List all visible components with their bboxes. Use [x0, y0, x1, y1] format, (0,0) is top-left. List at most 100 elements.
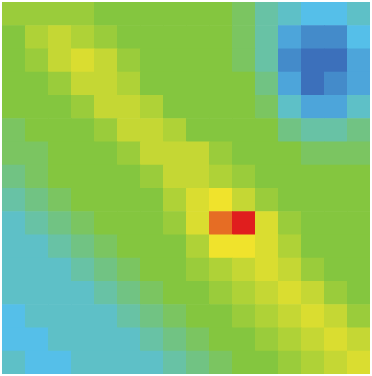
heatmap-cell [324, 49, 348, 73]
heatmap-cell [255, 258, 279, 282]
heatmap-cell [71, 304, 95, 328]
heatmap-cell [186, 211, 210, 235]
heatmap-cell [278, 165, 302, 189]
heatmap-cell [140, 165, 164, 189]
heatmap-cell [324, 235, 348, 259]
heatmap-cell [278, 118, 302, 142]
heatmap-cell [186, 72, 210, 96]
heatmap-cell [25, 304, 49, 328]
heatmap-cell [255, 351, 279, 374]
heatmap-cell [94, 95, 118, 119]
heatmap-cell [163, 165, 187, 189]
heatmap-cell [117, 118, 141, 142]
heatmap-cell [347, 95, 370, 119]
heatmap-cell [324, 328, 348, 352]
heatmap-cell [255, 281, 279, 305]
heatmap-cell [94, 118, 118, 142]
heatmap-cell [278, 2, 302, 26]
heatmap-cell [324, 304, 348, 328]
heatmap-cell [25, 258, 49, 282]
heatmap-cell [117, 328, 141, 352]
heatmap-cell [324, 165, 348, 189]
heatmap-cell [163, 72, 187, 96]
heatmap-cell [255, 25, 279, 49]
heatmap-cell [347, 49, 370, 73]
heatmap-cell [232, 211, 256, 235]
heatmap-cell [71, 165, 95, 189]
heatmap-cell [324, 2, 348, 26]
heatmap-cell [163, 142, 187, 166]
heatmap-cell [163, 118, 187, 142]
heatmap-cell [25, 281, 49, 305]
plot-area [2, 2, 371, 375]
heatmap-cell [2, 235, 26, 259]
heatmap-cell [232, 258, 256, 282]
heatmap-cell [48, 258, 72, 282]
heatmap-cell [255, 235, 279, 259]
heatmap-cell [301, 304, 325, 328]
heatmap-cell [48, 211, 72, 235]
heatmap-cell [255, 142, 279, 166]
heatmap-cell [94, 49, 118, 73]
heatmap-cell [48, 165, 72, 189]
heatmap-cell [232, 49, 256, 73]
heatmap-cell [25, 25, 49, 49]
heatmap-cell [209, 235, 233, 259]
heatmap-cell [209, 25, 233, 49]
heatmap-cell [301, 49, 325, 73]
heatmap-cell [186, 142, 210, 166]
heatmap-cell [48, 304, 72, 328]
heatmap-cell [140, 304, 164, 328]
heatmap-cell [347, 2, 370, 26]
heatmap-cell [163, 49, 187, 73]
heatmap-cell [232, 328, 256, 352]
heatmap-cell [232, 188, 256, 212]
heatmap-cell [25, 49, 49, 73]
heatmap-cell [140, 211, 164, 235]
heatmap-cell [209, 49, 233, 73]
heatmap-cell [94, 304, 118, 328]
heatmap-cell [255, 328, 279, 352]
heatmap-cell [48, 72, 72, 96]
heatmap-cell [324, 281, 348, 305]
heatmap-cell [117, 2, 141, 26]
heatmap-cell [255, 165, 279, 189]
heatmap-cell [186, 281, 210, 305]
heatmap-cell [209, 142, 233, 166]
heatmap-cell [71, 2, 95, 26]
heatmap-cell [347, 25, 370, 49]
heatmap-cell [140, 2, 164, 26]
heatmap-cell [94, 211, 118, 235]
heatmap-cell [117, 281, 141, 305]
heatmap-cell [209, 258, 233, 282]
heatmap-cell [301, 25, 325, 49]
heatmap-cell [94, 188, 118, 212]
heatmap-cell [278, 95, 302, 119]
heatmap-cell [2, 281, 26, 305]
heatmap-cell [25, 2, 49, 26]
heatmap-cell [324, 351, 348, 374]
heatmap-cell [48, 235, 72, 259]
heatmap-cell [140, 25, 164, 49]
heatmap-cell [232, 95, 256, 119]
heatmap-cell [324, 211, 348, 235]
heatmap-cell [255, 2, 279, 26]
heatmap-cell [301, 235, 325, 259]
heatmap-cell [255, 72, 279, 96]
heatmap-cell [2, 258, 26, 282]
heatmap-cell [278, 351, 302, 374]
heatmap-cell [163, 25, 187, 49]
heatmap-cell [186, 235, 210, 259]
heatmap-cell [2, 25, 26, 49]
heatmap-cell [278, 49, 302, 73]
heatmap-cell [117, 258, 141, 282]
heatmap-cell [324, 25, 348, 49]
heatmap-cell [232, 118, 256, 142]
heatmap-cell [278, 304, 302, 328]
heatmap-cell [163, 351, 187, 374]
heatmap-cell [209, 328, 233, 352]
heatmap-cell [301, 118, 325, 142]
heatmap-cell [186, 118, 210, 142]
heatmap-cell [301, 258, 325, 282]
heatmap-cell [48, 118, 72, 142]
